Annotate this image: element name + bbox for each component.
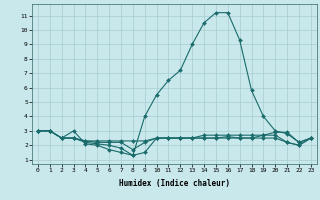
X-axis label: Humidex (Indice chaleur): Humidex (Indice chaleur) xyxy=(119,179,230,188)
